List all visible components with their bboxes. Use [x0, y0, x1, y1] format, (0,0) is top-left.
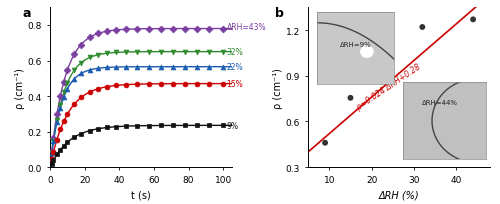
- Point: [321, 141, 329, 145]
- Text: ΔRH=43%: ΔRH=43%: [226, 23, 266, 32]
- Text: 9%: 9%: [226, 121, 238, 130]
- Text: 32%: 32%: [226, 48, 244, 57]
- Text: a: a: [22, 7, 31, 20]
- Point: [418, 26, 426, 30]
- Y-axis label: ρ (cm⁻¹): ρ (cm⁻¹): [14, 67, 24, 108]
- Text: 22%: 22%: [226, 63, 243, 72]
- Text: 15%: 15%: [226, 80, 244, 89]
- Point: [346, 97, 354, 100]
- Y-axis label: ρ (cm⁻¹): ρ (cm⁻¹): [272, 67, 282, 108]
- Text: b: b: [276, 7, 284, 20]
- Text: ρ=0.024 ΔRH+0.28: ρ=0.024 ΔRH+0.28: [354, 62, 422, 111]
- Point: [376, 70, 384, 73]
- X-axis label: ΔRH (%): ΔRH (%): [379, 190, 420, 200]
- X-axis label: t (s): t (s): [131, 190, 151, 200]
- Point: [469, 19, 477, 22]
